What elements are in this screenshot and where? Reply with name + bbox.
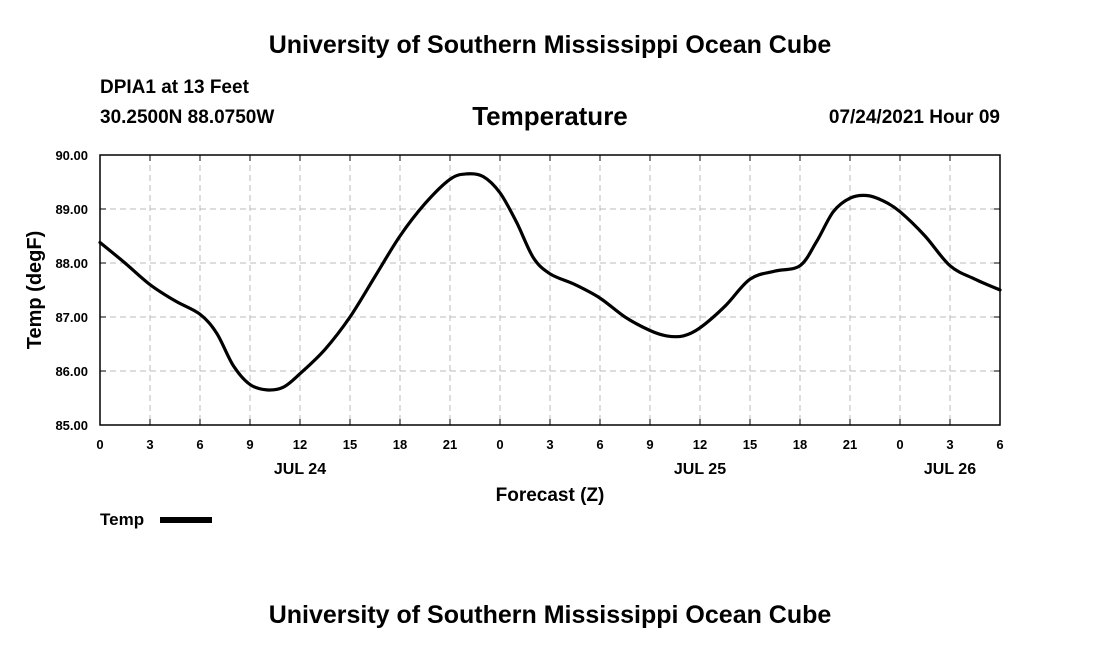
y-tick-label: 88.00 (55, 256, 88, 271)
series-line-temp (98, 172, 1002, 392)
footer-title: University of Southern Mississippi Ocean… (268, 601, 832, 629)
x-tick-label: 15 (743, 437, 757, 452)
x-day-label: JUL 25 (674, 461, 726, 478)
x-tick-label: 21 (843, 437, 857, 452)
x-tick-label: 21 (443, 437, 457, 452)
x-tick-label: 18 (393, 437, 407, 452)
x-tick-label: 3 (146, 437, 153, 452)
y-tick-label: 87.00 (55, 310, 88, 325)
x-tick-label: 0 (96, 437, 103, 452)
x-tick-label: 12 (693, 437, 707, 452)
x-tick-label: 0 (496, 437, 503, 452)
grid-lines (100, 155, 1000, 425)
y-tick-label: 85.00 (55, 418, 88, 433)
x-tick-label: 15 (343, 437, 357, 452)
x-tick-label: 6 (996, 437, 1003, 452)
x-day-label: JUL 26 (924, 461, 976, 478)
series-layer (98, 172, 1002, 392)
x-tick-label: 9 (646, 437, 653, 452)
x-day-label: JUL 24 (274, 461, 326, 478)
tick-labels: 0 3 6 9 12 15 18 21 0 3 6 9 12 15 18 21 0 3 6 85.00 86.00 87.… (55, 148, 1003, 478)
variable-title: Temperature (472, 101, 628, 131)
station-coordinates: 30.2500N 88.0750W (100, 107, 275, 128)
x-tick-label: 6 (196, 437, 203, 452)
x-tick-label: 18 (793, 437, 807, 452)
legend-label-temp: Temp (100, 510, 144, 529)
x-tick-label: 9 (246, 437, 253, 452)
x-tick-label: 0 (896, 437, 903, 452)
y-tick-label: 89.00 (55, 202, 88, 217)
x-tick-label: 6 (596, 437, 603, 452)
x-tick-label: 3 (946, 437, 953, 452)
y-tick-label: 90.00 (55, 148, 88, 163)
legend: Temp (100, 510, 212, 529)
x-tick-label: 12 (293, 437, 307, 452)
forecast-datetime: 07/24/2021 Hour 09 (828, 107, 1000, 128)
x-tick-label: 3 (546, 437, 553, 452)
y-tick-label: 86.00 (55, 364, 88, 379)
x-axis-label: Forecast (Z) (496, 485, 605, 506)
y-axis-label: Temp (degF) (24, 231, 46, 350)
chart-title: University of Southern Mississippi Ocean… (268, 31, 832, 59)
station-name: DPIA1 at 13 Feet (100, 77, 249, 98)
